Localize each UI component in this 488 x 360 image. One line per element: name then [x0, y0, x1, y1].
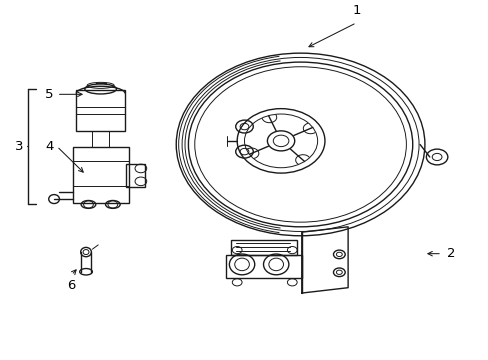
Bar: [126, 164, 144, 188]
Text: 2: 2: [446, 247, 454, 260]
Bar: [73, 147, 128, 203]
Text: 3: 3: [15, 140, 23, 153]
Bar: [231, 239, 296, 255]
Text: 5: 5: [45, 88, 54, 101]
Text: 1: 1: [352, 4, 360, 17]
Bar: [76, 90, 125, 131]
Text: 6: 6: [67, 279, 76, 292]
Bar: [226, 255, 301, 278]
Text: 4: 4: [45, 140, 54, 153]
